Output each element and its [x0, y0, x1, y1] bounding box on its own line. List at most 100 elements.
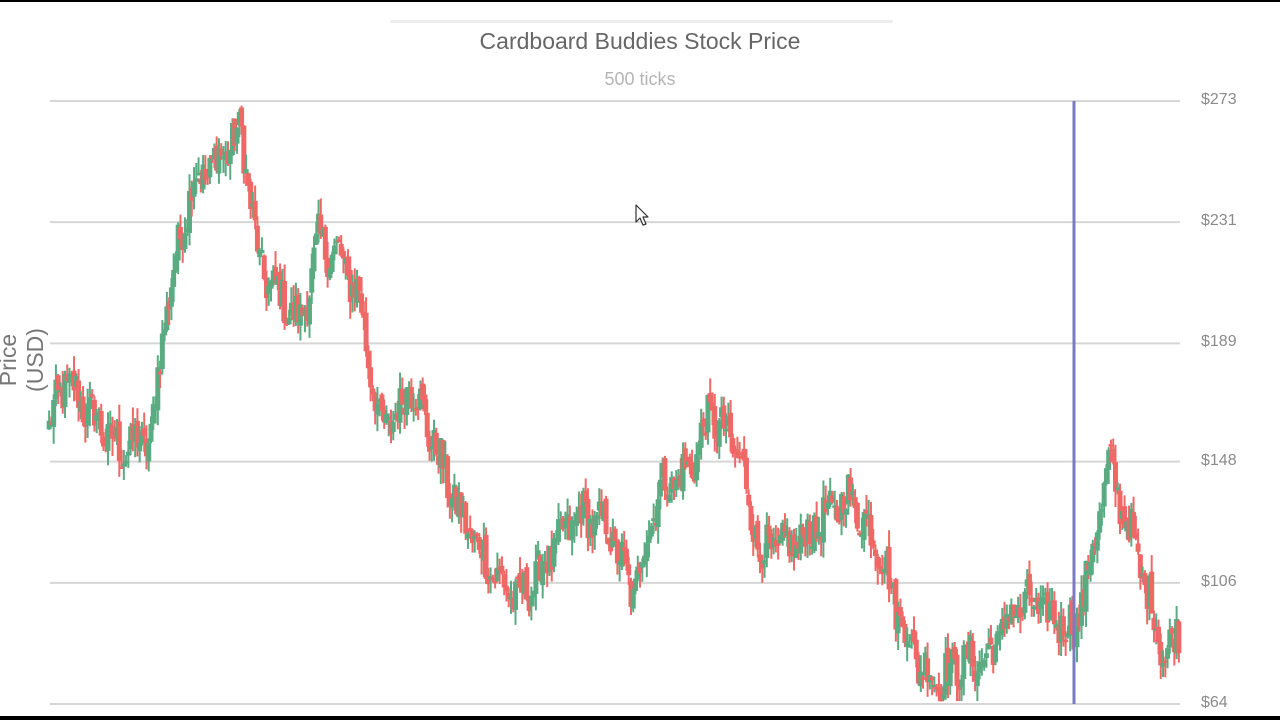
candle [947, 658, 953, 695]
candle [449, 495, 455, 523]
candle [164, 291, 170, 333]
candle [499, 556, 505, 575]
candle [1149, 555, 1155, 614]
candle [1079, 575, 1085, 640]
candle [1151, 610, 1157, 643]
candle [820, 480, 826, 558]
candle [861, 509, 867, 552]
candle [1101, 481, 1107, 518]
candle [325, 241, 331, 288]
candle [513, 578, 519, 625]
candle [241, 125, 247, 184]
candle [426, 430, 432, 461]
candle [193, 163, 199, 194]
candle [619, 533, 625, 570]
candle [196, 157, 202, 176]
candle [1074, 607, 1080, 663]
candle [336, 236, 342, 243]
candle [1167, 618, 1173, 654]
candle [1162, 656, 1168, 678]
candle [848, 467, 854, 507]
candle [746, 489, 752, 507]
candle [1135, 528, 1141, 555]
candle [91, 396, 97, 432]
candle [483, 527, 489, 584]
candle [121, 449, 127, 480]
candle [875, 553, 881, 585]
bottom-border [0, 716, 1280, 720]
candle [408, 378, 414, 413]
candle [1031, 604, 1037, 617]
candle [159, 320, 165, 375]
candle [307, 295, 312, 338]
candle [89, 389, 95, 399]
candle [259, 237, 265, 254]
y-tick-label: $231 [1201, 212, 1237, 230]
candle [252, 185, 258, 230]
candle [85, 388, 91, 439]
candle [146, 438, 152, 472]
candle [234, 127, 240, 154]
candle [1022, 588, 1028, 620]
candle [485, 568, 491, 594]
candle [698, 408, 704, 460]
candle [612, 526, 618, 542]
candle [594, 512, 600, 529]
candle [843, 508, 849, 528]
candle [182, 217, 188, 253]
chart-subtitle: 500 ticks [604, 69, 676, 89]
candle [105, 412, 111, 466]
candle [399, 377, 405, 406]
candle [476, 533, 482, 554]
chart-title: Cardboard Buddies Stock Price [479, 28, 801, 54]
candle [116, 404, 122, 477]
candle [829, 491, 835, 504]
candle [363, 297, 369, 357]
candle [254, 216, 260, 254]
candle [55, 374, 61, 404]
candle [954, 649, 960, 702]
candle [730, 433, 736, 458]
candle [904, 627, 910, 662]
candle [1110, 438, 1116, 465]
candle [1094, 530, 1100, 564]
candle [569, 516, 575, 556]
candle [897, 598, 903, 618]
candle [1106, 447, 1112, 485]
candle [1176, 619, 1182, 663]
candle [1029, 581, 1035, 617]
candle [1040, 585, 1046, 616]
candle [961, 640, 967, 696]
y-tick-label: $273 [1201, 91, 1237, 108]
candle [682, 442, 688, 470]
y-tick-label: $148 [1201, 451, 1237, 469]
candle [925, 642, 931, 697]
mouse-cursor-icon [635, 204, 649, 226]
candle [67, 367, 72, 398]
candle [1117, 483, 1123, 535]
candle [920, 675, 926, 689]
candle [76, 369, 82, 422]
candle [1133, 515, 1139, 541]
candle [155, 355, 161, 426]
candle [734, 436, 740, 459]
candle [705, 394, 711, 445]
candle [87, 381, 93, 427]
candle [150, 396, 156, 430]
candle [1112, 444, 1118, 507]
candle [540, 553, 546, 599]
candle [614, 539, 620, 575]
candle [1160, 650, 1166, 678]
candle [798, 513, 804, 561]
candle [1165, 644, 1171, 669]
candle [1083, 560, 1089, 627]
candle [886, 530, 892, 603]
candle [374, 386, 380, 432]
candle [191, 167, 197, 210]
title-divider [390, 20, 893, 23]
candle [755, 515, 761, 558]
candle [995, 625, 1001, 646]
candle [863, 494, 869, 527]
y-tick-label: $189 [1201, 333, 1237, 351]
